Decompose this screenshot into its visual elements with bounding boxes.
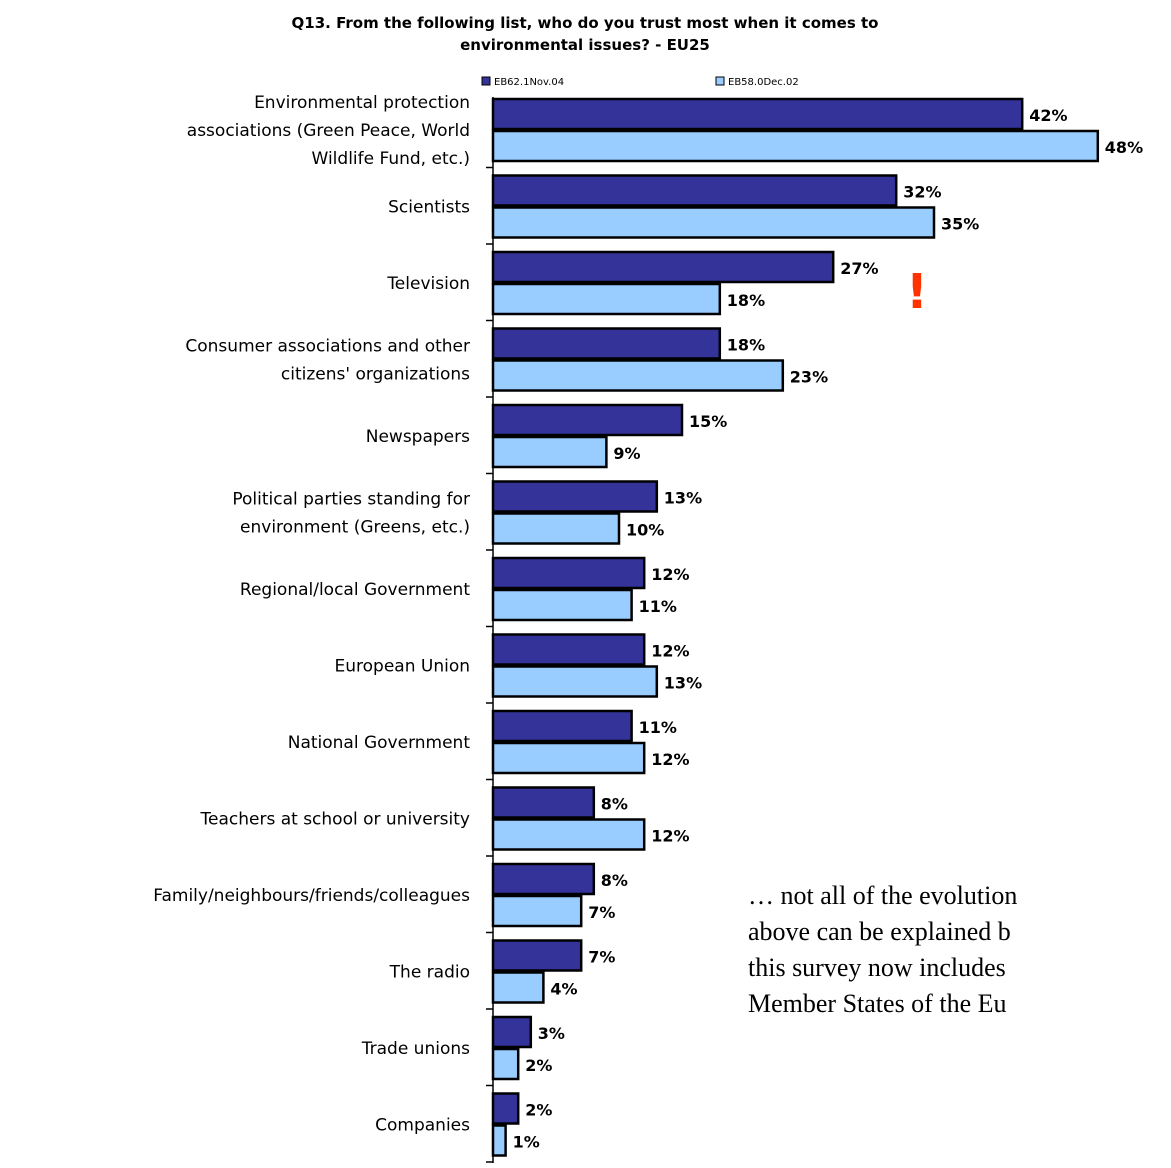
data-label: 9% bbox=[613, 444, 640, 463]
bar-series-2 bbox=[491, 435, 608, 469]
data-label: 18% bbox=[727, 291, 765, 310]
data-label: 1% bbox=[513, 1133, 540, 1152]
data-label: 35% bbox=[941, 215, 979, 234]
data-label: 10% bbox=[626, 521, 664, 540]
data-label: 23% bbox=[790, 368, 828, 387]
bar-series-1 bbox=[491, 633, 646, 666]
category-label: Newspapers bbox=[366, 427, 470, 447]
note-line: this survey now includes bbox=[748, 953, 1006, 982]
category-label: Television bbox=[386, 274, 470, 294]
bar-series-2 bbox=[491, 1124, 507, 1157]
category-label: Regional/local Government bbox=[240, 580, 470, 600]
data-label: 2% bbox=[525, 1056, 552, 1075]
chart-title: environmental issues? - EU25 bbox=[460, 36, 710, 54]
chart-title: Q13. From the following list, who do you… bbox=[292, 14, 879, 32]
data-label: 12% bbox=[651, 565, 689, 584]
data-label: 3% bbox=[538, 1024, 565, 1043]
data-label: 12% bbox=[651, 642, 689, 661]
data-label: 15% bbox=[689, 412, 727, 431]
data-label: 7% bbox=[588, 948, 615, 967]
note-line: above can be explained b bbox=[748, 917, 1011, 946]
category-label: Companies bbox=[375, 1116, 470, 1136]
bar-series-2 bbox=[491, 741, 646, 775]
bar-series-1 bbox=[491, 327, 722, 360]
legend-label: EB62.1Nov.04 bbox=[494, 77, 564, 88]
bar-series-1 bbox=[491, 174, 898, 207]
data-label: 12% bbox=[651, 827, 689, 846]
data-label: 42% bbox=[1029, 106, 1067, 125]
category-label: Wildlife Fund, etc.) bbox=[312, 149, 470, 169]
category-label: Consumer associations and other bbox=[185, 337, 470, 357]
bar-series-2 bbox=[491, 818, 646, 851]
category-label: associations (Green Peace, World bbox=[187, 121, 470, 141]
bar-series-2 bbox=[491, 971, 545, 1004]
bar-series-2 bbox=[491, 512, 621, 545]
legend-swatch bbox=[715, 76, 725, 86]
category-label: Teachers at school or university bbox=[200, 810, 470, 830]
data-label: 27% bbox=[840, 259, 878, 278]
data-label: 13% bbox=[664, 489, 702, 508]
bar-series-1 bbox=[491, 403, 684, 437]
data-label: 18% bbox=[727, 336, 765, 355]
bar-series-2 bbox=[491, 588, 633, 622]
bar-series-2 bbox=[491, 129, 1100, 163]
bar-series-1 bbox=[491, 250, 835, 284]
bar-series-1 bbox=[491, 1092, 520, 1125]
category-label: National Government bbox=[288, 733, 471, 753]
category-label: Scientists bbox=[388, 198, 470, 218]
bar-series-2 bbox=[491, 282, 722, 316]
category-label: Political parties standing for bbox=[232, 490, 470, 510]
bar-series-1 bbox=[491, 862, 596, 896]
note-line: … not all of the evolution bbox=[748, 881, 1018, 910]
bar-series-1 bbox=[491, 939, 583, 972]
data-label: 4% bbox=[550, 980, 577, 999]
alert-annotation: ! bbox=[906, 264, 928, 320]
legend-label: EB58.0Dec.02 bbox=[728, 77, 799, 88]
data-label: 11% bbox=[639, 597, 677, 616]
annotation-note: … not all of the evolution above can be … bbox=[748, 878, 1171, 1068]
bar-series-1 bbox=[491, 786, 596, 819]
data-label: 8% bbox=[601, 795, 628, 814]
data-label: 8% bbox=[601, 871, 628, 890]
data-label: 13% bbox=[664, 674, 702, 693]
data-label: 7% bbox=[588, 903, 615, 922]
data-label: 32% bbox=[903, 183, 941, 202]
legend-swatch bbox=[481, 76, 491, 86]
bar-series-2 bbox=[491, 1047, 520, 1081]
category-label: European Union bbox=[335, 657, 471, 677]
category-label: Environmental protection bbox=[254, 93, 470, 113]
bar-series-2 bbox=[491, 359, 785, 392]
bar-series-1 bbox=[491, 709, 633, 743]
category-label: Trade unions bbox=[361, 1039, 470, 1059]
bar-series-1 bbox=[491, 1015, 533, 1049]
data-label: 48% bbox=[1105, 138, 1143, 157]
bar-series-2 bbox=[491, 894, 583, 928]
note-line: Member States of the Eu bbox=[748, 989, 1007, 1018]
bar-series-2 bbox=[491, 665, 659, 698]
bar-series-1 bbox=[491, 480, 659, 513]
bar-series-2 bbox=[491, 206, 936, 239]
data-label: 2% bbox=[525, 1101, 552, 1120]
category-label: Family/neighbours/friends/colleagues bbox=[153, 886, 470, 906]
category-label: citizens' organizations bbox=[281, 365, 470, 385]
data-label: 12% bbox=[651, 750, 689, 769]
category-label: environment (Greens, etc.) bbox=[240, 518, 470, 538]
bar-series-1 bbox=[491, 556, 646, 590]
category-label: The radio bbox=[389, 963, 470, 983]
bar-series-1 bbox=[491, 97, 1024, 131]
data-label: 11% bbox=[639, 718, 677, 737]
